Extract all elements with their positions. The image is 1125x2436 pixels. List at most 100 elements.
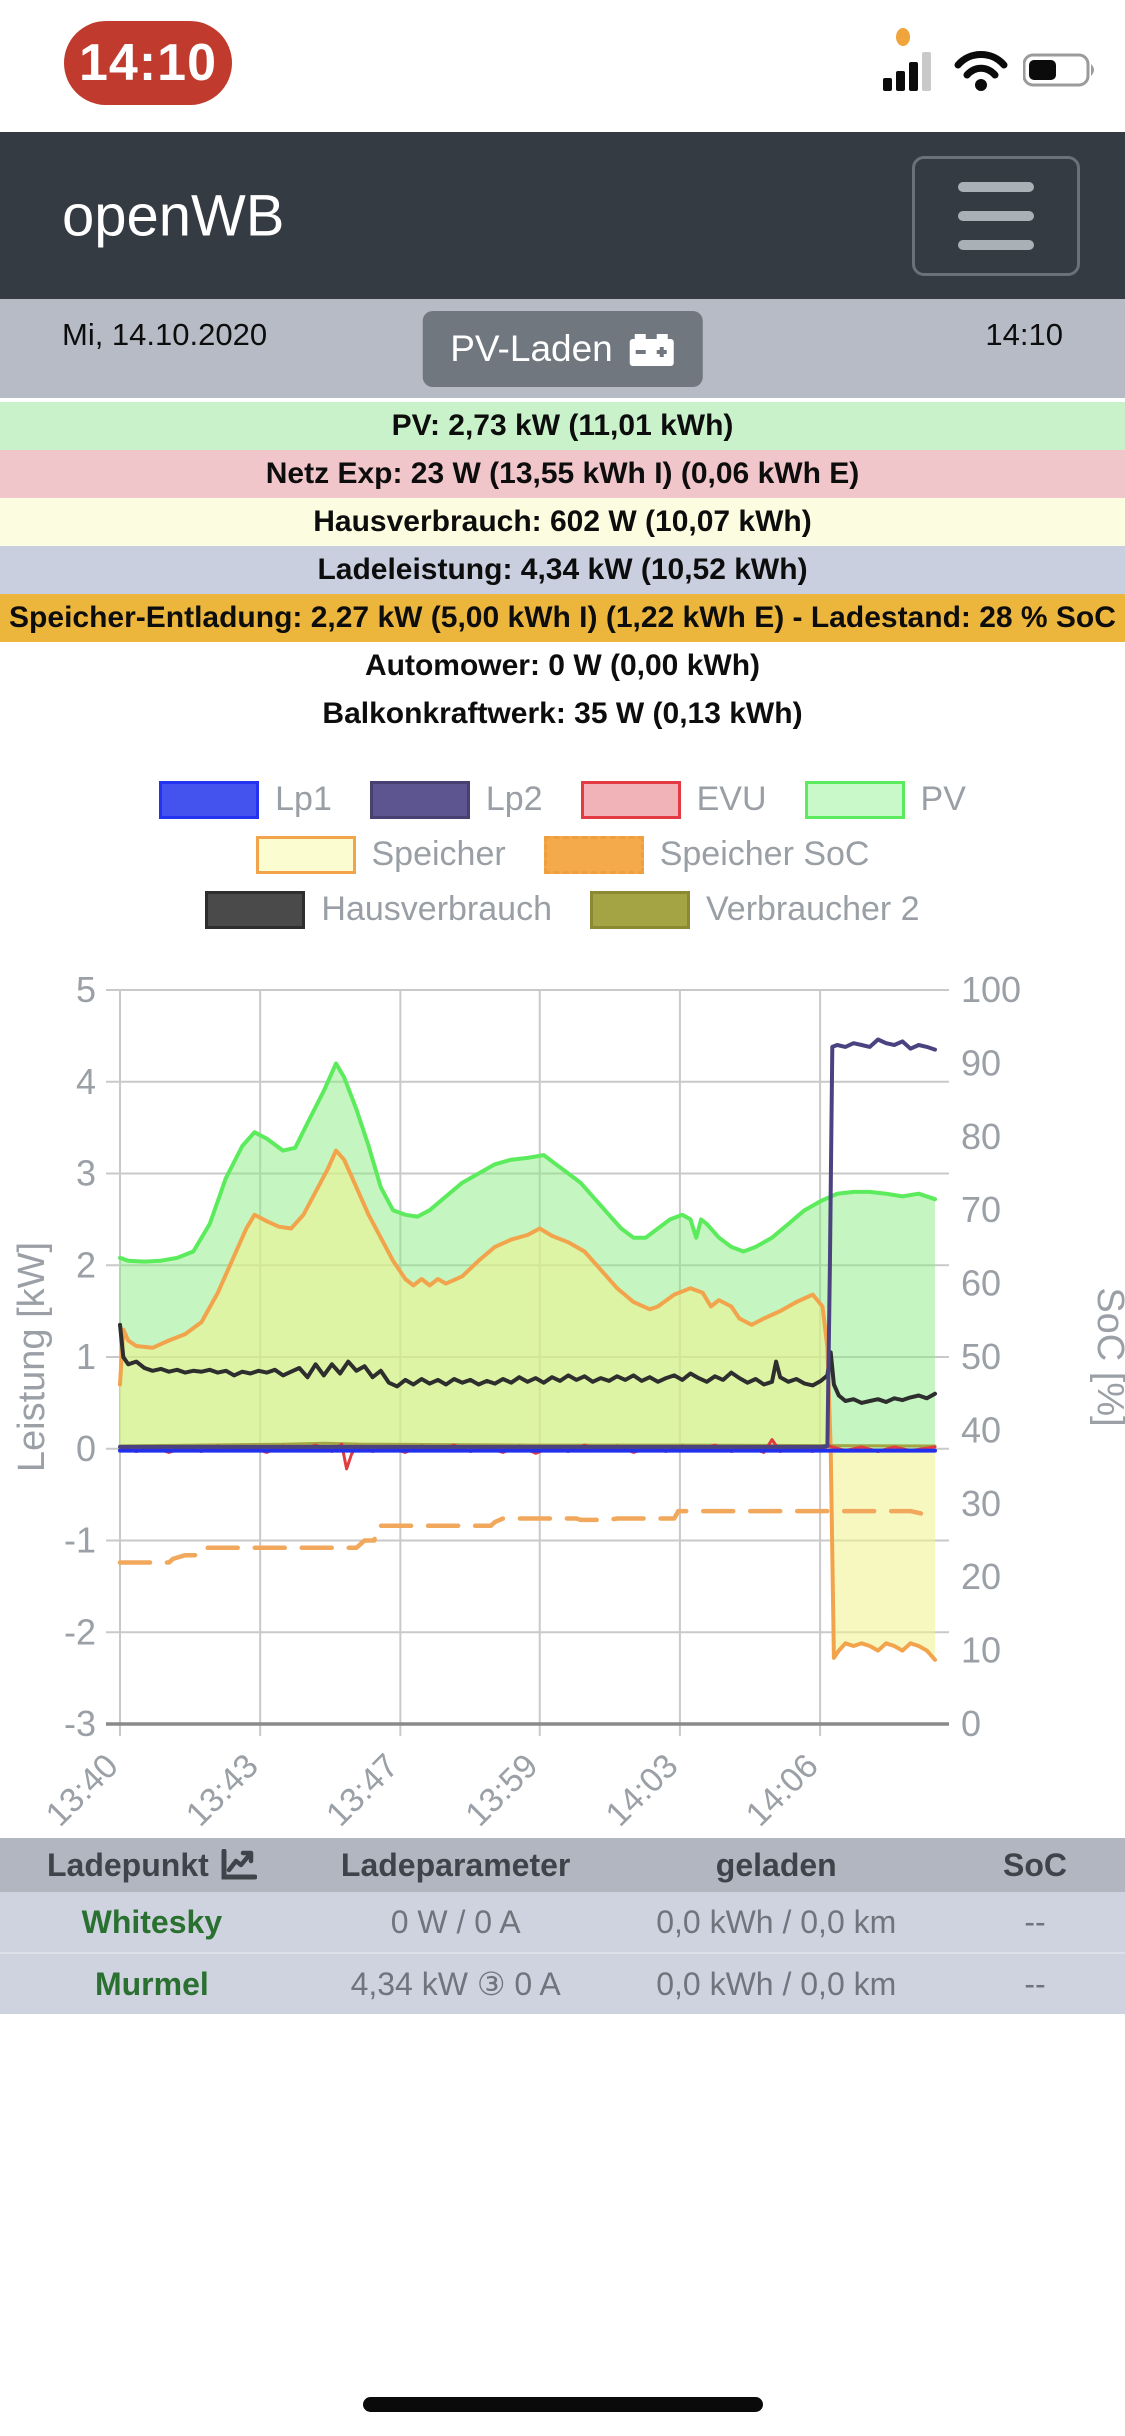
legend-swatch-icon xyxy=(543,835,644,874)
car-battery-icon xyxy=(629,334,674,366)
chart-ytick-left: 2 xyxy=(76,1244,96,1285)
chargepoint-charged: 0,0 kWh / 0,0 km xyxy=(656,1903,897,1940)
chart-ytick-left: 5 xyxy=(76,969,96,1010)
hamburger-icon xyxy=(958,182,1034,192)
chargepoint-table: Ladepunkt Ladeparameter geladen SoC Whitesk… xyxy=(0,1838,1125,2014)
legend-item-lp2: Lp2 xyxy=(369,780,543,819)
current-date: Mi, 14.10.2020 xyxy=(62,317,268,352)
legend-swatch-icon xyxy=(580,780,681,819)
legend-label: Speicher SoC xyxy=(659,835,870,873)
legend-item-hausverbrauch: Hausverbrauch xyxy=(205,890,552,929)
chart-ytick-right: 60 xyxy=(961,1263,1001,1304)
chart-axis-title-right: SoC [%] xyxy=(1089,1287,1125,1426)
chart-ytick-right: 90 xyxy=(961,1042,1001,1083)
table-header-label: Ladepunkt xyxy=(46,1846,209,1883)
chargepoint-name: Murmel xyxy=(94,1965,209,2002)
battery-icon xyxy=(1023,53,1094,87)
current-time: 14:10 xyxy=(985,317,1063,352)
chart-xtick: 13:43 xyxy=(179,1747,266,1834)
chart-ytick-right: 30 xyxy=(961,1483,1001,1524)
wifi-icon xyxy=(954,51,1008,91)
table-header-geladen: geladen xyxy=(608,1847,946,1884)
hamburger-menu-button[interactable] xyxy=(912,156,1080,276)
chargepoint-soc: -- xyxy=(1024,1965,1046,2002)
legend-item-pv: PV xyxy=(804,780,966,819)
chargepoint-name: Whitesky xyxy=(81,1903,223,1940)
status-row-6: Balkonkraftwerk: 35 W (0,13 kWh) xyxy=(0,690,1125,738)
chart-xtick: 13:59 xyxy=(458,1747,545,1834)
charge-mode-button[interactable]: PV-Laden xyxy=(422,311,703,387)
chargepoint-charged: 0,0 kWh / 0,0 km xyxy=(656,1965,897,2002)
chart-ytick-right: 20 xyxy=(961,1556,1001,1597)
status-row-3: Ladeleistung: 4,34 kW (10,52 kWh) xyxy=(0,546,1125,594)
status-row-5: Automower: 0 W (0,00 kWh) xyxy=(0,642,1125,690)
legend-label: Verbraucher 2 xyxy=(705,890,920,928)
legend-swatch-icon xyxy=(159,780,260,819)
chart-ytick-left: -2 xyxy=(64,1611,96,1652)
chargepoint-row-murmel: Murmel 4,34 kW ③ 0 A 0,0 kWh / 0,0 km -- xyxy=(0,1952,1125,2014)
chart-xtick: 13:47 xyxy=(319,1747,406,1834)
legend-row: Speicher Speicher SoC xyxy=(255,835,870,874)
legend-swatch-icon xyxy=(369,780,470,819)
table-header-ladepunkt: Ladepunkt xyxy=(0,1847,304,1884)
signal-icon xyxy=(883,52,931,91)
ios-status-bar: 14:10 xyxy=(0,0,1125,132)
chart-ytick-left: 3 xyxy=(76,1153,96,1194)
chart-ytick-left: -1 xyxy=(64,1520,96,1561)
status-time: 14:10 xyxy=(79,34,217,92)
legend-label: PV xyxy=(920,780,966,818)
legend-item-lp1: Lp1 xyxy=(159,780,332,819)
legend-swatch-icon xyxy=(255,835,356,874)
chart-ytick-right: 10 xyxy=(961,1630,1001,1671)
charge-mode-label: PV-Laden xyxy=(450,328,613,369)
legend-label: Speicher xyxy=(371,835,506,873)
chart-ytick-right: 70 xyxy=(961,1189,1001,1230)
status-row-2: Hausverbrauch: 602 W (10,07 kWh) xyxy=(0,498,1125,546)
chart-line-hausverbrauch xyxy=(118,1322,937,1405)
status-icons xyxy=(883,48,1099,92)
legend-item-evu: EVU xyxy=(580,780,767,819)
table-header-ladeparameter: Ladeparameter xyxy=(304,1847,608,1884)
chart-ytick-left: 0 xyxy=(76,1428,96,1469)
chart-xtick: 13:40 xyxy=(39,1747,126,1834)
legend-item-speicher: Speicher xyxy=(255,835,506,874)
legend-row: Lp1 Lp2 EVU PV xyxy=(159,780,966,819)
legend-label: EVU xyxy=(696,780,767,818)
chart-axis-title-left: Leistung [kW] xyxy=(11,1242,53,1472)
power-soc-chart: 5 4 3 2 1 0 -1 -2 -3 100 90 80 70 60 50 40 30 20 10 0 13:40 1… xyxy=(0,942,1125,1834)
legend-item-verbraucher-2: Verbraucher 2 xyxy=(589,890,920,929)
table-header-label: SoC xyxy=(1003,1846,1067,1883)
hamburger-icon xyxy=(958,240,1034,250)
chart-ytick-right: 40 xyxy=(961,1409,1001,1450)
status-row-4: Speicher-Entladung: 2,27 kW (5,00 kWh I)… xyxy=(0,594,1125,642)
table-header-label: geladen xyxy=(715,1846,837,1883)
chart-ytick-right: 0 xyxy=(961,1703,981,1744)
table-header-label: Ladeparameter xyxy=(340,1846,571,1883)
home-indicator[interactable] xyxy=(362,2397,763,2412)
chargepoint-table-header: Ladepunkt Ladeparameter geladen SoC xyxy=(0,1838,1125,1892)
chargepoint-soc: -- xyxy=(1024,1903,1046,1940)
chargepoint-parameter: 4,34 kW ③ 0 A xyxy=(350,1966,561,2002)
chart-line-icon xyxy=(221,1849,257,1880)
date-bar: Mi, 14.10.2020 PV-Laden 14:10 xyxy=(0,299,1125,398)
chart-xtick: 14:03 xyxy=(599,1747,686,1834)
status-summary-rows: PV: 2,73 kW (11,01 kWh) Netz Exp: 23 W (1… xyxy=(0,402,1125,738)
chart-xtick: 14:06 xyxy=(739,1747,826,1834)
chart-line-lp2 xyxy=(118,1037,937,1449)
legend-swatch-icon xyxy=(804,780,905,819)
legend-swatch-icon xyxy=(205,890,306,929)
chargepoint-row-whitesky: Whitesky 0 W / 0 A 0,0 kWh / 0,0 km -- xyxy=(0,1892,1125,1952)
legend-label: Hausverbrauch xyxy=(321,890,552,928)
chart-line-pv xyxy=(118,1061,937,1264)
mic-dot-icon xyxy=(896,28,910,46)
chart-ytick-right: 50 xyxy=(961,1336,1001,1377)
chart-ytick-right: 100 xyxy=(961,969,1021,1010)
status-time-pill[interactable]: 14:10 xyxy=(64,21,232,105)
chart-ytick-left: 1 xyxy=(76,1336,96,1377)
status-row-0: PV: 2,73 kW (11,01 kWh) xyxy=(0,402,1125,450)
legend-label: Lp2 xyxy=(485,780,543,818)
chargepoint-parameter: 0 W / 0 A xyxy=(390,1903,521,1940)
chart-area-speicher xyxy=(120,1150,935,1660)
chart-legend: Lp1 Lp2 EVU PV Speicher Speicher SoC Hausverbr… xyxy=(0,780,1125,929)
